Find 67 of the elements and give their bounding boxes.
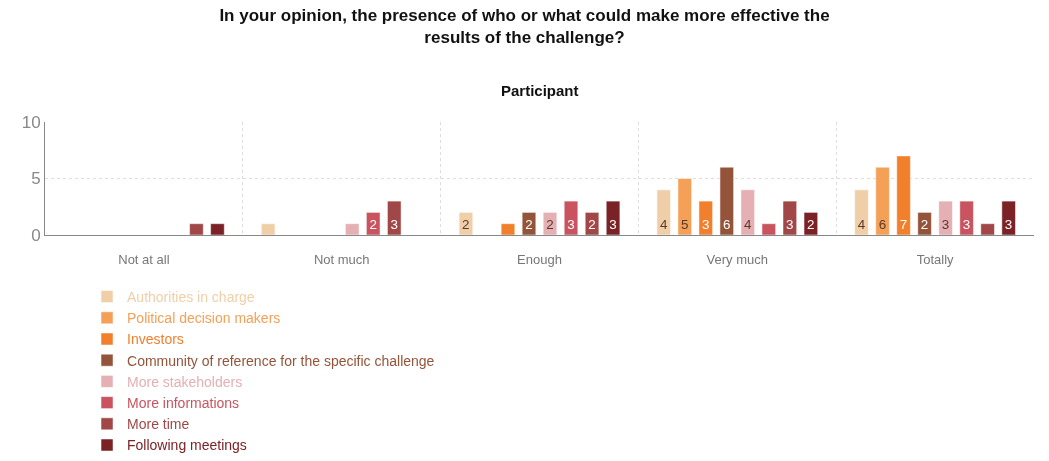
bar <box>387 200 402 235</box>
bar <box>782 200 797 235</box>
x-tick-label: Very much <box>706 251 769 267</box>
legend-label: Authorities in charge <box>127 289 255 306</box>
data-label: 3 <box>962 217 971 233</box>
bar <box>803 212 818 235</box>
data-label: 3 <box>390 217 398 233</box>
bar <box>719 166 734 235</box>
bar <box>656 189 671 235</box>
y-tick-label: 0 <box>31 225 41 245</box>
bar <box>563 200 579 235</box>
data-label: 4 <box>857 217 866 233</box>
bar <box>917 212 932 235</box>
bar <box>261 223 276 235</box>
data-label: 2 <box>588 217 596 233</box>
bar <box>896 155 911 235</box>
y-tick-label: 5 <box>31 169 41 189</box>
data-label: 2 <box>462 217 470 233</box>
legend-label: Political decision makers <box>127 310 281 327</box>
chart-subtitle: Participant <box>501 82 579 99</box>
legend-label: More informations <box>127 395 240 412</box>
data-label: 3 <box>567 217 575 233</box>
bar <box>458 212 474 235</box>
legend-label: Community of reference for the specific challenge <box>127 352 435 369</box>
data-label: 5 <box>680 217 689 233</box>
bar <box>210 223 225 235</box>
data-label: 2 <box>807 217 815 233</box>
bar <box>584 212 600 235</box>
legend-label: More time <box>127 416 190 433</box>
bar <box>980 223 995 235</box>
y-tick-label: 10 <box>21 112 41 132</box>
bar <box>366 212 381 235</box>
data-label: 3 <box>941 217 950 233</box>
bar <box>938 200 953 235</box>
bar <box>740 189 755 235</box>
bar <box>854 189 869 235</box>
legend-label: Investors <box>127 331 184 348</box>
data-label: 7 <box>899 217 908 233</box>
bar <box>345 223 360 235</box>
data-label: 2 <box>546 217 554 233</box>
bar <box>761 223 776 235</box>
data-label: 3 <box>701 217 710 233</box>
bar <box>500 223 516 235</box>
bar <box>875 166 890 235</box>
data-label: 3 <box>609 217 617 233</box>
data-label: 2 <box>369 217 377 233</box>
data-label: 4 <box>743 217 752 233</box>
data-label: 3 <box>1004 217 1013 233</box>
data-label: 6 <box>722 217 731 233</box>
bar <box>605 200 621 235</box>
data-label: 4 <box>659 217 668 233</box>
bar <box>959 200 974 235</box>
x-tick-label: Not much <box>313 251 370 267</box>
chart-title: In your opinion, the presence of who or what could make more effective the results of the challenge? <box>219 5 830 47</box>
bar <box>189 223 204 235</box>
data-label: 6 <box>878 217 887 233</box>
x-tick-label: Enough <box>517 251 562 267</box>
legend-label: Following meetings <box>127 437 247 454</box>
bar <box>677 178 692 235</box>
bar <box>1001 200 1016 235</box>
bar <box>698 200 713 235</box>
data-label: 3 <box>786 217 794 233</box>
x-tick-label: Not at all <box>118 251 170 267</box>
legend-label: More stakeholders <box>127 373 243 390</box>
data-label: 2 <box>525 217 533 233</box>
x-tick-label: Totally <box>916 251 955 267</box>
data-label: 2 <box>920 217 929 233</box>
